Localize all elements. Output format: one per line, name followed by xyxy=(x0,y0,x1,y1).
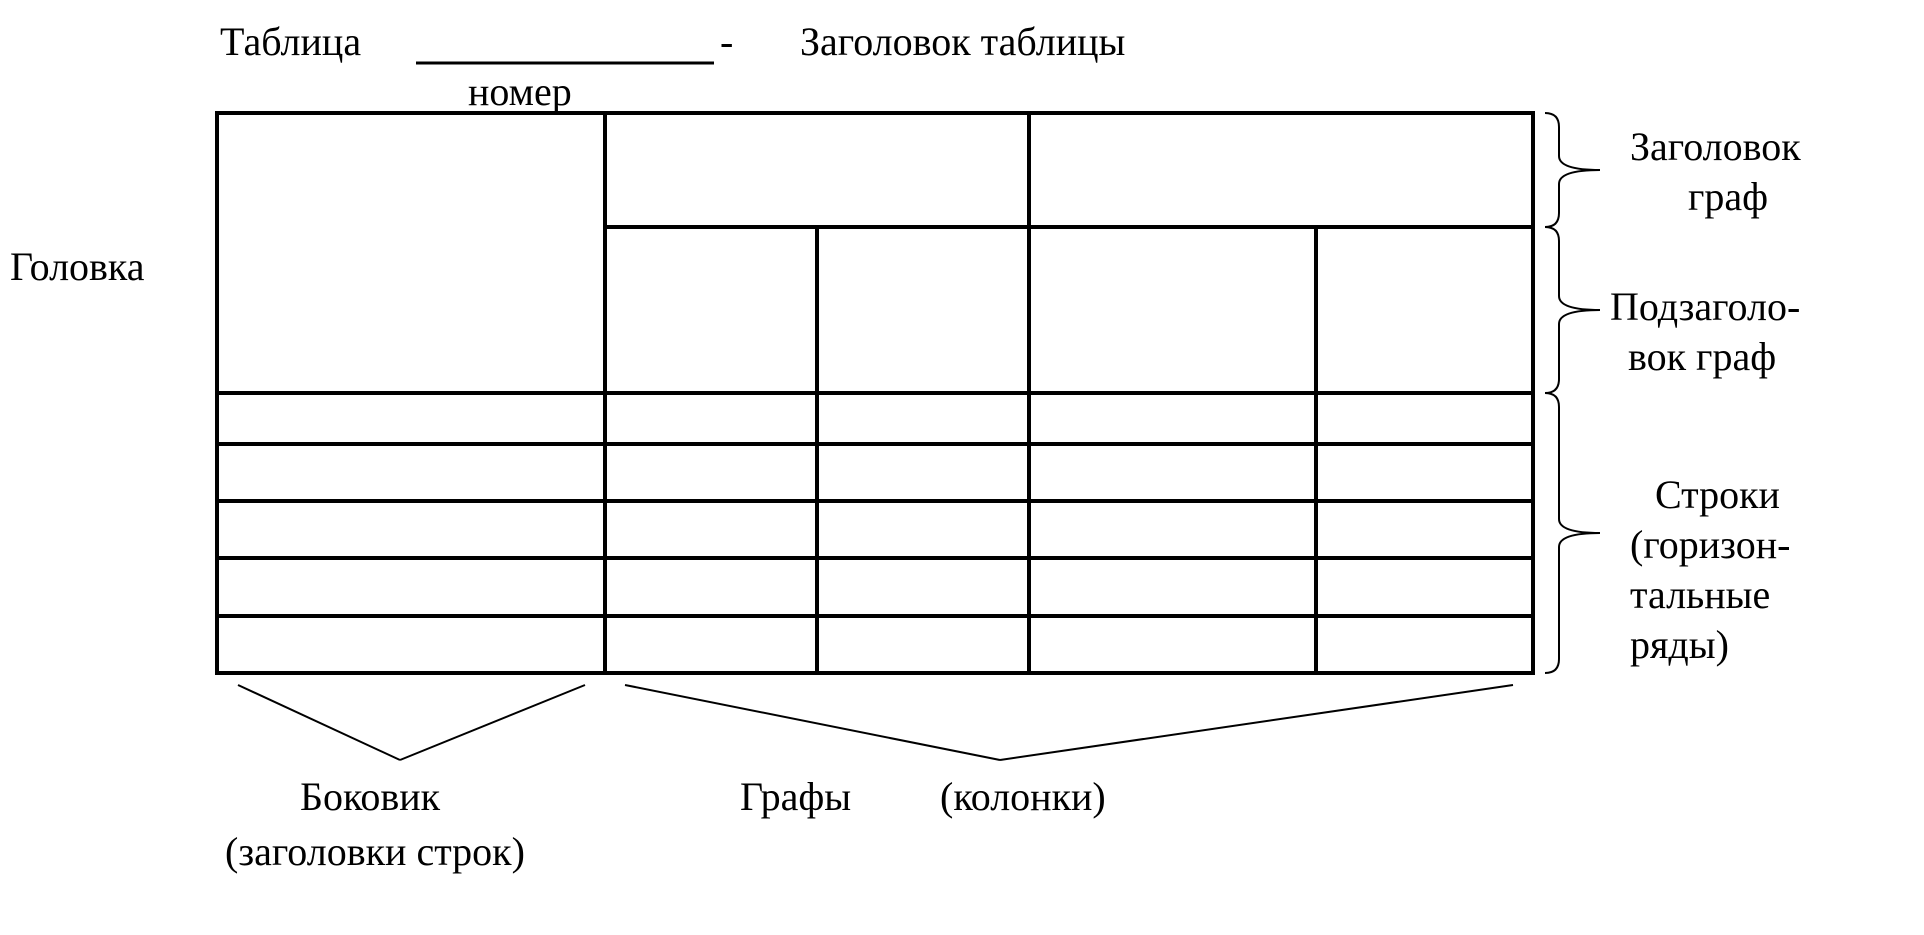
label-stub_1: Боковик xyxy=(300,774,441,819)
label-cols_1: Графы xyxy=(740,774,851,819)
label-number_word: номер xyxy=(468,69,572,114)
label-head_right_1b: граф xyxy=(1688,174,1768,219)
label-head_left: Головка xyxy=(10,244,145,289)
brace xyxy=(1545,113,1600,227)
label-rows_2: (горизон- xyxy=(1630,522,1790,567)
label-head_right_2b: вок граф xyxy=(1628,334,1776,379)
label-cols_2: (колонки) xyxy=(940,774,1106,819)
label-stub_2: (заголовки строк) xyxy=(225,829,525,874)
label-head_right_1a: Заголовок xyxy=(1630,124,1801,169)
label-head_right_2a: Подзаголо- xyxy=(1610,284,1800,329)
label-rows_3: тальные xyxy=(1630,572,1770,617)
label-rows_4: ряды) xyxy=(1630,622,1729,667)
label-rows_1: Строки xyxy=(1655,472,1780,517)
label-title_word: Заголовок таблицы xyxy=(800,19,1125,64)
label-dash: - xyxy=(720,19,733,64)
brace xyxy=(1545,227,1600,393)
label-table_word: Таблица xyxy=(220,19,361,64)
brace xyxy=(1545,393,1600,673)
